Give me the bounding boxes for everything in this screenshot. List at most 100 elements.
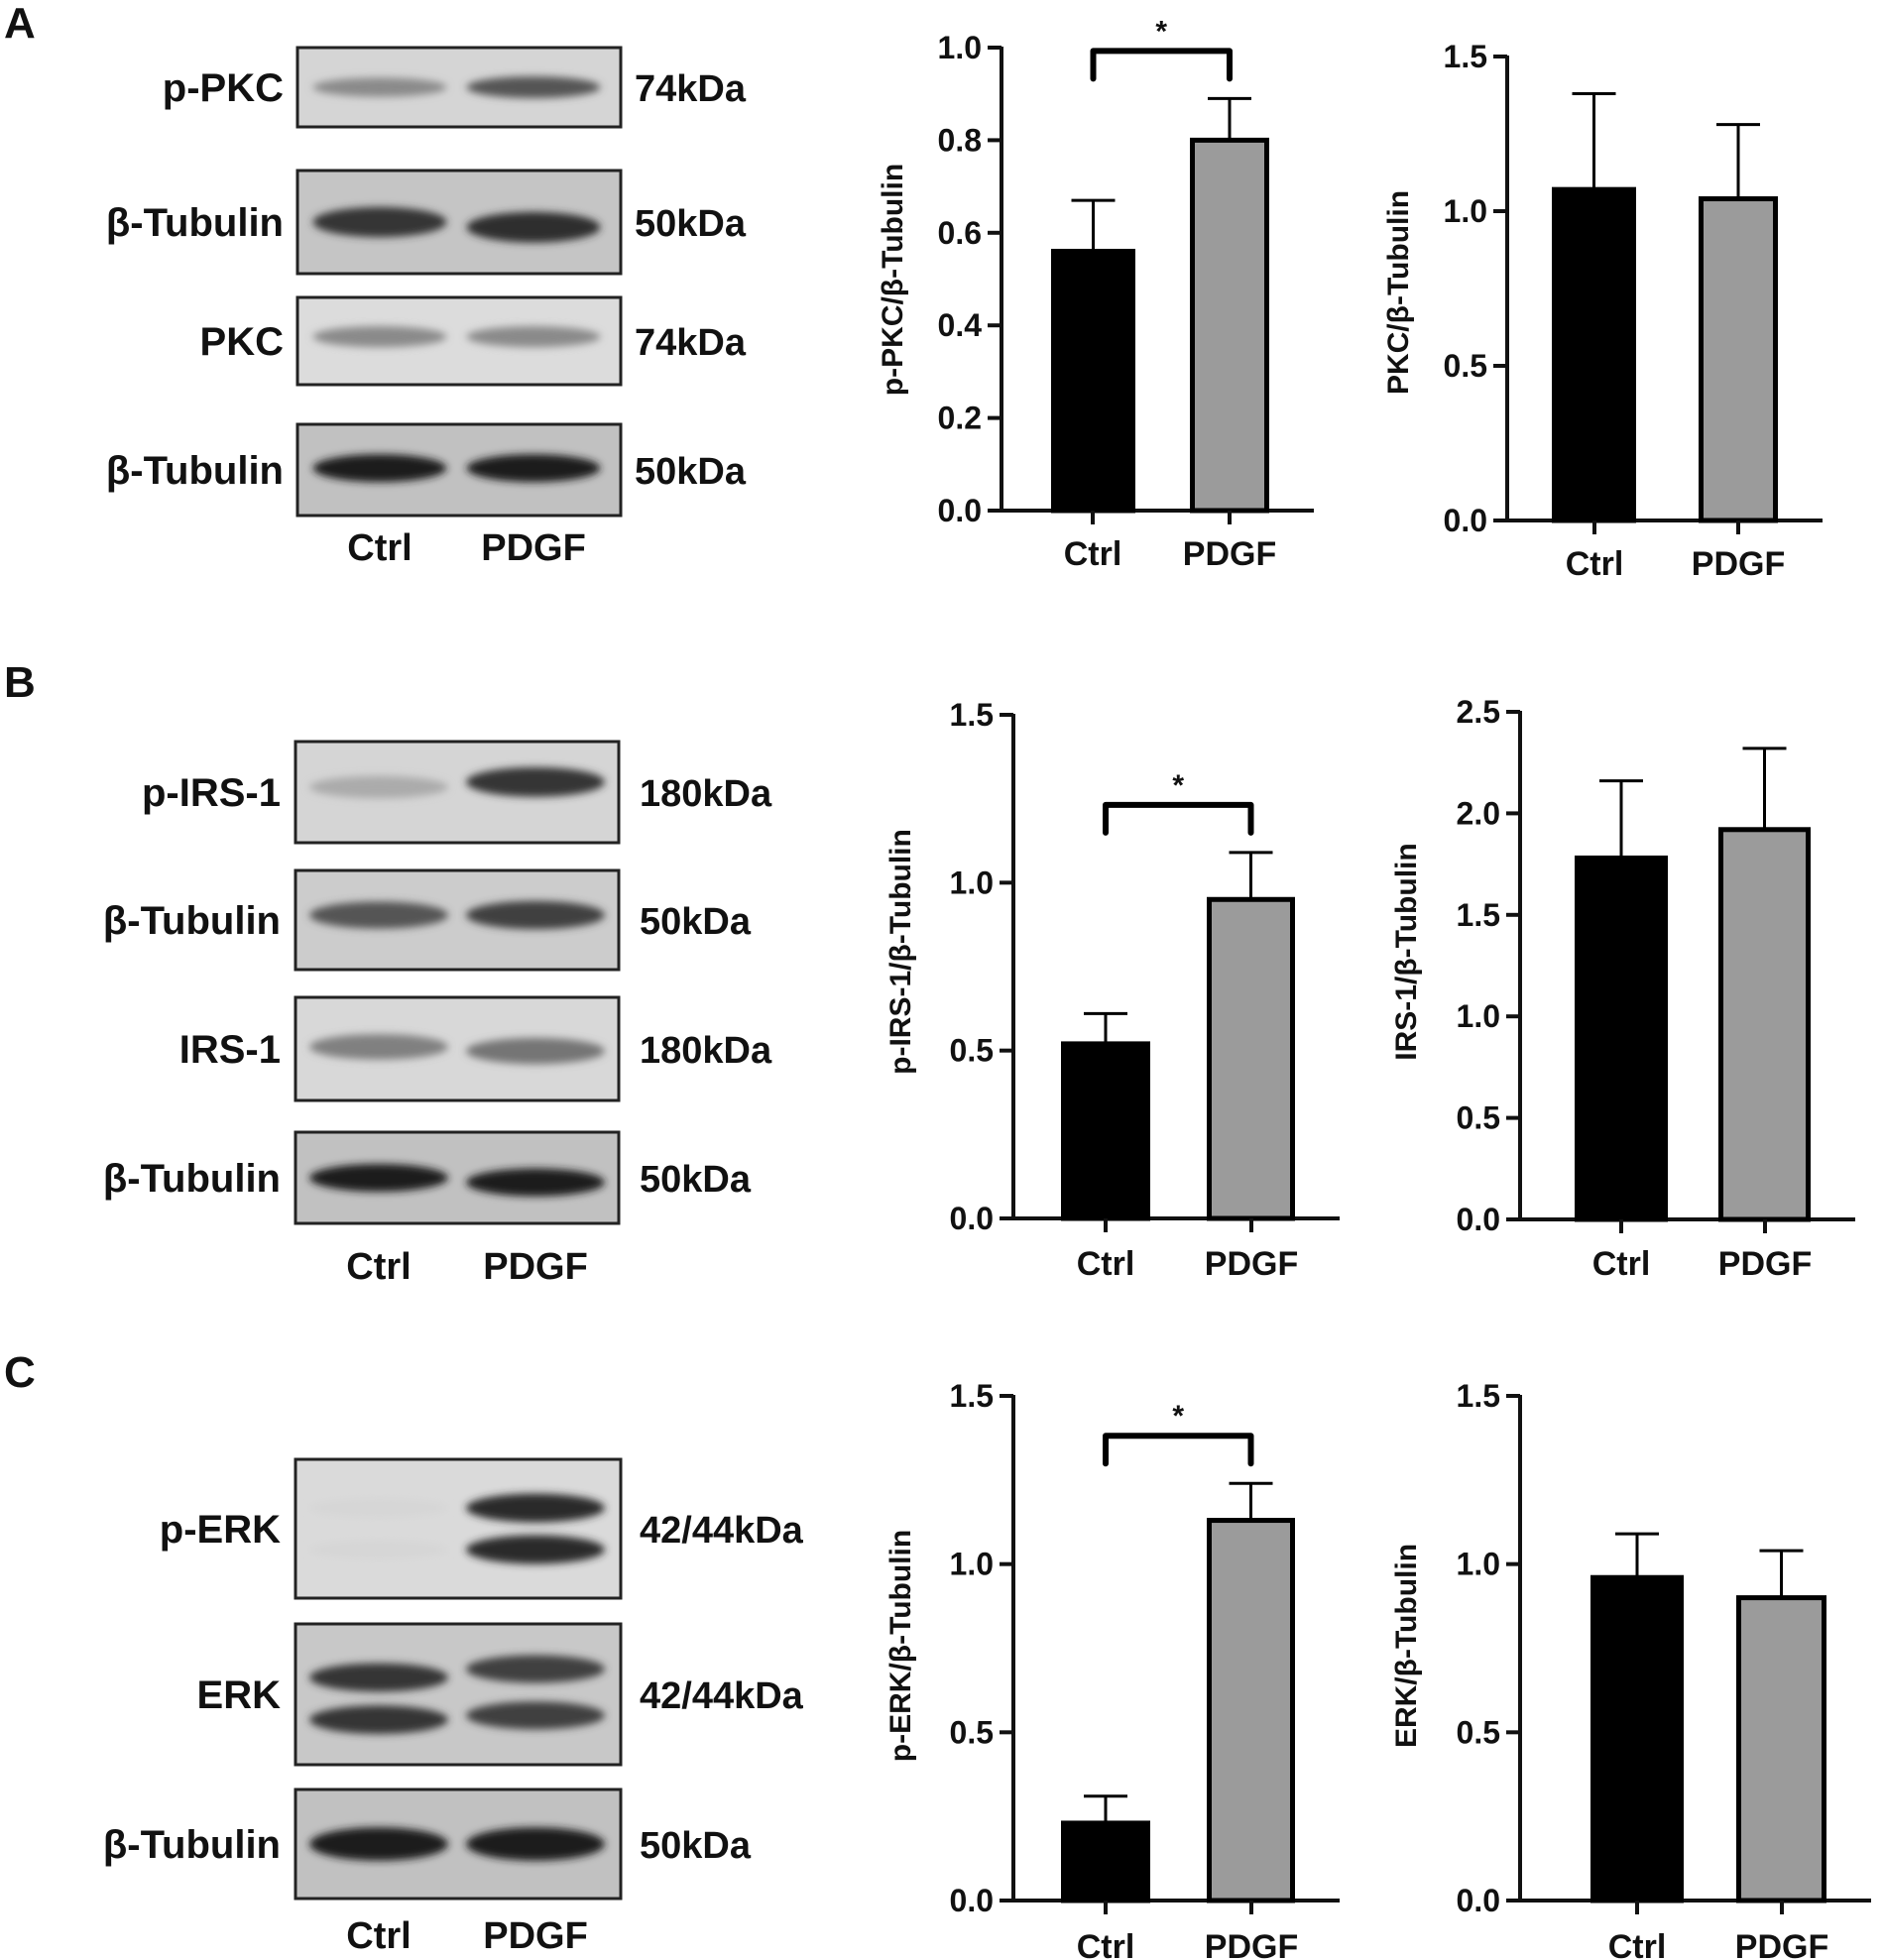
mw-label: 42/44kDa: [640, 1675, 804, 1717]
y-tick-label: 1.0: [1457, 1547, 1500, 1582]
blot-band: [466, 1535, 605, 1564]
y-tick-label: 0.5: [950, 1714, 994, 1750]
lane-label: PDGF: [483, 1915, 588, 1957]
y-axis-label: IRS-1/β-Tubulin: [1390, 843, 1423, 1060]
blot-band: [466, 1655, 605, 1683]
y-tick-label: 2.5: [1457, 694, 1500, 730]
blot-band: [309, 1827, 448, 1861]
blot-panel-c: p-ERK 42/44kDa ERK 42/44kDa β-Tubulin 50kDa Ct…: [103, 1457, 804, 1957]
y-tick-label: 0.0: [1457, 1202, 1500, 1237]
blot-row: β-Tubulin 50kDa: [103, 868, 752, 972]
bar-charts: 0.0 0.2 0.4 0.6 0.8 1.0 p-PKC/β-Tubulin Ctrl PDG…: [877, 15, 1871, 1960]
western-blots: p-PKC 74kDa β-Tubulin 50kDa PKC 74kDa β-Tubuli…: [103, 46, 804, 1957]
blot-row: p-PKC 74kDa: [163, 46, 747, 129]
bar-chart-5: 0.0 0.5 1.0 1.5 p-ERK/β-Tubulin Ctrl PDGF *: [884, 1378, 1340, 1960]
x-tick-label: Ctrl: [1592, 1245, 1651, 1283]
significance-bracket: [1103, 1433, 1254, 1467]
blot-band: [466, 326, 601, 348]
blot-band: [466, 900, 605, 930]
lane-label: Ctrl: [346, 1915, 411, 1957]
y-axis-label: PKC/β-Tubulin: [1382, 190, 1415, 395]
y-tick-label: 1.5: [950, 697, 994, 733]
bar-pdgf: [1736, 1595, 1826, 1903]
y-tick-label: 0.0: [950, 1201, 994, 1236]
mw-label: 50kDa: [640, 1825, 752, 1867]
blot-band: [466, 1493, 605, 1523]
y-tick-label: 0.6: [938, 215, 982, 251]
bar-pdgf: [1190, 137, 1269, 514]
mw-label: 180kDa: [640, 1030, 772, 1072]
y-tick-label: 0.0: [950, 1883, 994, 1918]
y-tick-label: 0.4: [938, 307, 983, 343]
bar-chart-2: 0.0 0.5 1.0 1.5 PKC/β-Tubulin Ctrl PDGF: [1382, 39, 1823, 583]
protein-label: p-ERK: [160, 1508, 281, 1552]
significance-bracket: [1090, 48, 1233, 82]
blot-row: β-Tubulin 50kDa: [106, 169, 747, 276]
mw-label: 50kDa: [635, 451, 747, 493]
mw-label: 50kDa: [635, 203, 747, 245]
y-tick-label: 1.0: [950, 1547, 994, 1582]
mw-label: 42/44kDa: [640, 1510, 804, 1552]
blot-band: [466, 1168, 605, 1197]
x-tick-label: PDGF: [1205, 1928, 1298, 1960]
x-tick-label: Ctrl: [1064, 535, 1122, 573]
significance-marker: *: [1172, 1400, 1184, 1433]
x-tick-label: Ctrl: [1608, 1928, 1667, 1960]
significance-marker: *: [1172, 769, 1184, 802]
x-tick-label: PDGF: [1183, 535, 1276, 573]
blot-row: p-IRS-1 180kDa: [142, 740, 772, 845]
protein-label: β-Tubulin: [103, 1823, 281, 1867]
y-tick-label: 0.2: [938, 401, 982, 436]
blot-band: [309, 901, 448, 929]
y-tick-label: 1.0: [1457, 998, 1500, 1034]
blot-band: [309, 775, 448, 799]
panel-letter-a: A: [4, 0, 36, 48]
significance-bracket: [1103, 801, 1254, 836]
x-tick-label: PDGF: [1735, 1928, 1828, 1960]
blot-band: [312, 454, 447, 483]
y-tick-label: 1.0: [950, 865, 994, 900]
mw-label: 50kDa: [640, 901, 752, 943]
y-axis-label: p-PKC/β-Tubulin: [877, 164, 909, 396]
bar-chart-3: 0.0 0.5 1.0 1.5 p-IRS-1/β-Tubulin Ctrl PDGF *: [884, 697, 1340, 1283]
y-axis-label: p-ERK/β-Tubulin: [884, 1530, 917, 1762]
mw-label: 180kDa: [640, 773, 772, 815]
y-tick-label: 0.0: [938, 493, 982, 528]
blot-band: [309, 1705, 448, 1734]
blot-band: [312, 326, 447, 348]
blot-row: IRS-1 180kDa: [179, 995, 772, 1102]
blot-band: [466, 1701, 605, 1730]
x-tick-label: PDGF: [1692, 545, 1785, 583]
y-tick-label: 1.5: [1457, 1378, 1500, 1414]
y-tick-label: 2.0: [1457, 795, 1500, 831]
bar-pdgf: [1207, 1518, 1295, 1903]
blot-membrane: [294, 1622, 623, 1767]
y-tick-label: 1.0: [938, 30, 982, 65]
significance-marker: *: [1155, 15, 1167, 48]
lane-label: Ctrl: [346, 1246, 411, 1288]
lane-label: PDGF: [481, 527, 586, 569]
protein-label: p-PKC: [163, 66, 284, 110]
lane-label: Ctrl: [347, 527, 412, 569]
y-axis-label: p-IRS-1/β-Tubulin: [884, 829, 917, 1075]
mw-label: 74kDa: [635, 68, 747, 110]
y-tick-label: 0.5: [1457, 1714, 1500, 1750]
blot-band: [309, 1163, 448, 1193]
y-tick-label: 0.5: [1444, 348, 1487, 384]
y-tick-label: 1.5: [1457, 897, 1500, 933]
bar-chart-1: 0.0 0.2 0.4 0.6 0.8 1.0 p-PKC/β-Tubulin Ctrl PDG…: [877, 15, 1314, 573]
panel-letter-c: C: [4, 1348, 36, 1397]
y-tick-label: 1.5: [1444, 39, 1487, 74]
protein-label: β-Tubulin: [103, 899, 281, 943]
blot-band: [309, 1034, 448, 1060]
blot-band: [312, 206, 447, 238]
blot-band: [466, 454, 601, 483]
blot-panel-a: p-PKC 74kDa β-Tubulin 50kDa PKC 74kDa β-Tubuli…: [106, 46, 747, 569]
blot-row: PKC 74kDa: [200, 295, 747, 387]
protein-label: β-Tubulin: [106, 201, 284, 245]
mw-label: 50kDa: [640, 1159, 752, 1201]
blot-band: [466, 766, 605, 797]
lane-label: PDGF: [483, 1246, 588, 1288]
bar-ctrl: [1575, 855, 1668, 1222]
